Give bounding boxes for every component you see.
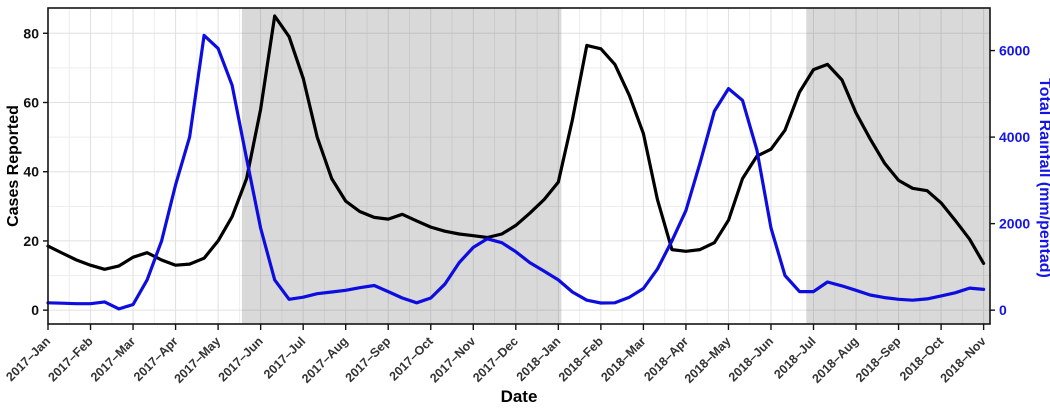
x-axis-tick-label: 2018–Mar <box>598 334 648 384</box>
x-axis-tick-label: 2018–Aug <box>809 334 861 386</box>
left-axis-tick-label: 20 <box>23 233 39 249</box>
shaded-region <box>806 8 990 324</box>
x-axis-tick-label: 2017–Jan <box>3 334 53 384</box>
x-axis-tick-label: 2018–Jun <box>726 334 776 384</box>
panel-border <box>47 7 991 325</box>
left-axis-tick-label: 80 <box>23 25 39 41</box>
x-axis-tick-label: 2018–Jan <box>514 334 564 384</box>
x-axis-tick-label: 2017–Mar <box>88 334 138 384</box>
x-axis-tick-label: 2018–Nov <box>938 334 989 385</box>
left-axis-tick-label: 0 <box>31 302 39 318</box>
x-axis-tick-label: 2018–May <box>682 334 734 386</box>
left-axis-tick-label: 60 <box>23 94 39 110</box>
right-axis-tick-label: 6000 <box>999 43 1030 59</box>
chart-layers: 02040608002000400060002017–Jan2017–Feb20… <box>3 7 1030 386</box>
left-axis-tick-label: 40 <box>23 164 39 180</box>
right-axis-title: Total Rainfall (mm/pentad) <box>1036 78 1050 278</box>
left-axis-title: Cases Reported <box>5 105 22 227</box>
x-axis-tick-label: 2017–Jun <box>216 334 266 384</box>
x-axis-title: Date <box>501 387 538 406</box>
right-axis-tick-label: 0 <box>999 302 1007 318</box>
x-axis-tick-label: 2018–Sep <box>853 334 904 385</box>
panel-background <box>48 8 990 324</box>
shaded-region <box>241 8 562 324</box>
x-axis-tick-label: 2017–Nov <box>427 334 478 385</box>
x-axis-tick-label: 2017–Feb <box>45 334 95 384</box>
x-axis-tick-label: 2018–Feb <box>556 334 606 384</box>
x-axis-tick-label: 2017–May <box>172 334 224 386</box>
x-axis-tick-label: 2017–Aug <box>299 334 351 386</box>
x-axis-tick-label: 2017–Dec <box>470 334 521 385</box>
cases-line <box>46 14 986 271</box>
x-axis-tick-label: 2017–Sep <box>343 334 394 385</box>
rainfall-line <box>46 33 986 311</box>
right-axis-tick-label: 2000 <box>999 216 1030 232</box>
right-axis-tick-label: 4000 <box>999 129 1030 145</box>
